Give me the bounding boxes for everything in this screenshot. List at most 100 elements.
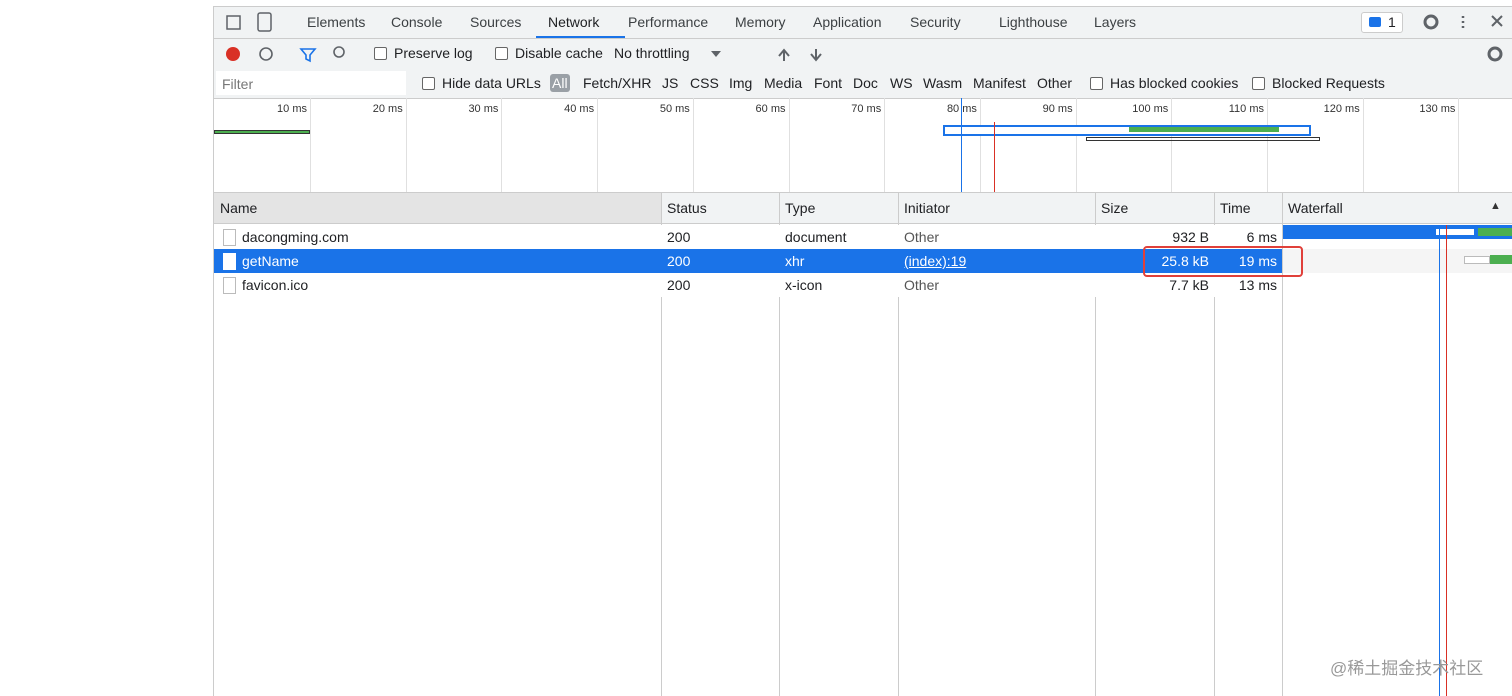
blocked-requests: Blocked Requests bbox=[1272, 75, 1385, 91]
throttling-select[interactable]: No throttling bbox=[614, 45, 690, 61]
column-divider bbox=[1282, 193, 1283, 696]
column-header[interactable]: Name bbox=[220, 200, 258, 216]
throttle-arrow[interactable] bbox=[711, 51, 721, 57]
overview-tick-label: 120 ms bbox=[1323, 103, 1360, 115]
table-row[interactable] bbox=[214, 225, 1282, 249]
sort-arrow: ▲ bbox=[1490, 200, 1501, 212]
checkbox[interactable] bbox=[374, 47, 387, 60]
tab[interactable]: Elements bbox=[307, 14, 366, 30]
overview-tick-label: 50 ms bbox=[659, 103, 690, 115]
inspect-icon[interactable] bbox=[226, 15, 241, 30]
filter-type[interactable]: Font bbox=[814, 75, 843, 91]
tab[interactable]: Network bbox=[548, 14, 600, 30]
hide-data-urls: Hide data URLs bbox=[442, 75, 541, 91]
overview-grid-line bbox=[597, 98, 599, 192]
tab[interactable]: Application bbox=[813, 14, 882, 30]
request-table: Name Status Type Initiator Size Time Waterfall… bbox=[214, 193, 1512, 696]
column-header[interactable]: Size bbox=[1101, 200, 1129, 216]
filter-type[interactable]: Wasm bbox=[923, 75, 963, 91]
overview-grid-line bbox=[979, 98, 981, 192]
column-header[interactable]: Waterfall bbox=[1288, 200, 1343, 216]
search-icon[interactable] bbox=[333, 46, 345, 58]
settings-icon[interactable] bbox=[1423, 14, 1439, 30]
table-cell: 200 bbox=[667, 277, 691, 293]
icons bbox=[226, 12, 1503, 63]
record-button[interactable] bbox=[226, 47, 240, 61]
waterfall-bar bbox=[1478, 228, 1512, 236]
filter-type[interactable]: JS bbox=[662, 75, 679, 91]
checkbox[interactable] bbox=[1252, 77, 1265, 90]
waterfall-bar bbox=[1436, 229, 1474, 235]
tab[interactable]: Layers bbox=[1094, 14, 1137, 30]
load-line bbox=[1446, 225, 1447, 696]
tab-underline bbox=[536, 36, 625, 38]
overview-grid-line bbox=[310, 98, 311, 192]
overview-bar bbox=[1086, 137, 1320, 141]
tab[interactable]: Performance bbox=[628, 14, 709, 30]
table-cell: favicon.ico bbox=[242, 277, 309, 293]
column-divider bbox=[779, 193, 780, 696]
tab[interactable]: Memory bbox=[735, 14, 786, 30]
filter-type[interactable]: Fetch/XHR bbox=[583, 75, 652, 91]
table-row[interactable] bbox=[214, 249, 1282, 273]
overview-grid-line bbox=[1075, 98, 1077, 192]
table-cell: 200 bbox=[667, 229, 691, 245]
column-header[interactable]: Time bbox=[1220, 200, 1251, 216]
import-export-icons[interactable] bbox=[778, 48, 822, 62]
tab[interactable]: Security bbox=[910, 14, 961, 30]
device-icon[interactable] bbox=[257, 12, 272, 32]
overview-grid-line bbox=[1171, 98, 1173, 192]
table-cell: 932 B bbox=[1172, 229, 1209, 245]
overview-grid-line bbox=[884, 98, 886, 192]
overview-bar bbox=[214, 130, 310, 134]
column-header[interactable]: Initiator bbox=[904, 200, 950, 216]
overview-tick-label: 130 ms bbox=[1419, 103, 1456, 115]
filter-type[interactable]: All bbox=[550, 74, 570, 92]
overview-tick-label: 70 ms bbox=[851, 103, 882, 115]
filter-type[interactable]: Manifest bbox=[973, 75, 1026, 91]
overview-grid-line bbox=[501, 98, 503, 192]
checkbox[interactable] bbox=[495, 47, 508, 60]
filter-type[interactable]: Img bbox=[729, 75, 753, 91]
highlight-box bbox=[1143, 246, 1303, 277]
devtools: 10 ms 20 ms 30 ms 40 ms 50 ms 60 ms 70 ms 80 ms… bbox=[213, 6, 1512, 696]
column-header[interactable]: Type bbox=[785, 200, 816, 216]
filter-icon[interactable] bbox=[299, 48, 317, 63]
filter-type[interactable]: Media bbox=[764, 75, 803, 91]
waterfall-bar bbox=[1283, 225, 1512, 239]
filter-type[interactable]: Other bbox=[1037, 75, 1073, 91]
table-cell: Other bbox=[904, 277, 940, 293]
overview-bar bbox=[943, 125, 1311, 136]
table-cell: (index):19 bbox=[904, 253, 967, 269]
close-icon[interactable] bbox=[1491, 15, 1503, 27]
tab[interactable]: Lighthouse bbox=[999, 14, 1068, 30]
settings-icon[interactable] bbox=[1487, 46, 1503, 62]
filter-type[interactable]: WS bbox=[890, 75, 913, 91]
dom-line bbox=[961, 98, 962, 192]
overview-tick-label: 110 ms bbox=[1228, 103, 1264, 115]
checkbox[interactable] bbox=[422, 77, 435, 90]
table-cell: 25.8 kB bbox=[1161, 253, 1209, 269]
preserve-log: Preserve log bbox=[394, 45, 473, 61]
overview-tick-label: 90 ms bbox=[1042, 103, 1073, 115]
table-cell: 6 ms bbox=[1246, 229, 1277, 245]
filter-type[interactable]: CSS bbox=[690, 75, 719, 91]
overview-bar bbox=[1129, 127, 1279, 132]
tab[interactable]: Console bbox=[391, 14, 443, 30]
filter-input[interactable] bbox=[216, 71, 406, 95]
column-header[interactable]: Status bbox=[667, 200, 707, 216]
table-cell: Other bbox=[904, 229, 940, 245]
overview-grid-line bbox=[405, 98, 407, 192]
overview-tick-label: 10 ms bbox=[277, 103, 307, 115]
checkbox[interactable] bbox=[1090, 77, 1103, 90]
issues-badge[interactable]: 1 bbox=[1361, 12, 1403, 33]
watermark: @稀土掘金技术社区 bbox=[1330, 659, 1484, 678]
tab[interactable]: Sources bbox=[470, 14, 522, 30]
filter-type[interactable]: Doc bbox=[853, 75, 878, 91]
overview-tick-label: 20 ms bbox=[372, 103, 403, 115]
table-row[interactable] bbox=[214, 273, 1282, 297]
table-cell: getName bbox=[242, 253, 299, 269]
clear-button[interactable] bbox=[259, 47, 273, 61]
table-cell: x-icon bbox=[785, 277, 823, 293]
table-cell: 7.7 kB bbox=[1169, 277, 1209, 293]
